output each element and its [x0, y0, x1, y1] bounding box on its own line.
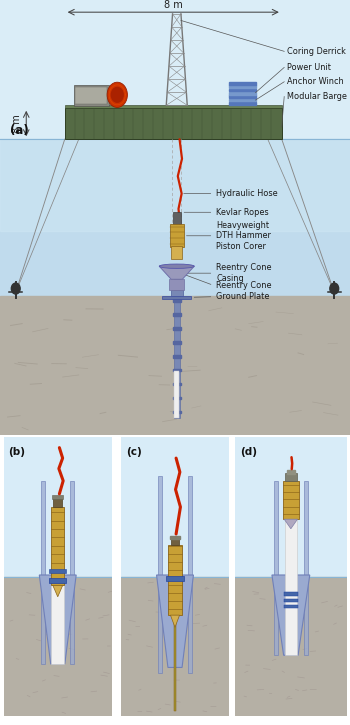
- Bar: [173, 212, 181, 224]
- Bar: [172, 246, 182, 259]
- Circle shape: [111, 88, 123, 102]
- Bar: [229, 92, 256, 95]
- Text: Ground Plate: Ground Plate: [216, 292, 270, 301]
- Text: (a): (a): [10, 124, 29, 137]
- Bar: [74, 85, 108, 106]
- Bar: [174, 278, 180, 418]
- Bar: [173, 299, 181, 302]
- Bar: [174, 615, 176, 711]
- Bar: [229, 99, 256, 102]
- Bar: [235, 437, 346, 577]
- Bar: [65, 105, 282, 108]
- Bar: [159, 476, 162, 673]
- Bar: [171, 290, 183, 296]
- Text: (d): (d): [240, 447, 257, 457]
- Bar: [229, 82, 256, 85]
- Polygon shape: [272, 575, 310, 655]
- Bar: [284, 599, 298, 602]
- Text: Reentry Cone
Casing: Reentry Cone Casing: [216, 263, 272, 283]
- Text: Modular Barge: Modular Barge: [287, 92, 347, 101]
- Polygon shape: [156, 575, 194, 668]
- Bar: [53, 497, 62, 507]
- Bar: [168, 545, 182, 615]
- Bar: [49, 569, 66, 573]
- Text: Kevlar Ropes: Kevlar Ropes: [216, 208, 269, 217]
- Bar: [169, 536, 181, 539]
- Bar: [285, 519, 297, 655]
- Bar: [229, 86, 256, 88]
- Polygon shape: [39, 575, 76, 664]
- Bar: [171, 537, 179, 545]
- Bar: [65, 108, 282, 139]
- Bar: [304, 481, 308, 655]
- Bar: [49, 578, 66, 584]
- Bar: [173, 383, 181, 386]
- Bar: [166, 576, 184, 581]
- Text: 8 m: 8 m: [12, 114, 22, 133]
- Bar: [287, 470, 295, 474]
- Text: Heavyweight
DTH Hammer
Piston Corer: Heavyweight DTH Hammer Piston Corer: [216, 221, 271, 251]
- Bar: [274, 481, 278, 655]
- Bar: [4, 437, 112, 577]
- Bar: [173, 411, 181, 413]
- Text: (b): (b): [8, 447, 26, 457]
- Bar: [285, 473, 297, 481]
- Text: Power Unit: Power Unit: [287, 63, 331, 72]
- Bar: [283, 481, 299, 519]
- Bar: [121, 577, 229, 716]
- Bar: [4, 577, 112, 716]
- Bar: [173, 313, 181, 316]
- Bar: [70, 481, 74, 664]
- Text: Anchor Winch: Anchor Winch: [287, 78, 344, 86]
- Circle shape: [330, 283, 339, 294]
- Bar: [229, 88, 256, 91]
- Bar: [52, 495, 63, 499]
- Bar: [173, 341, 181, 344]
- Bar: [169, 279, 184, 290]
- Bar: [170, 224, 184, 247]
- Bar: [174, 370, 179, 418]
- Polygon shape: [53, 586, 63, 597]
- Text: Hydraulic Hose: Hydraulic Hose: [216, 189, 278, 198]
- Bar: [235, 577, 346, 716]
- Bar: [173, 328, 181, 330]
- Ellipse shape: [159, 264, 194, 268]
- Bar: [173, 397, 181, 399]
- Bar: [229, 95, 256, 98]
- Text: Reentry Cone: Reentry Cone: [216, 281, 272, 290]
- Bar: [0, 139, 350, 231]
- Bar: [0, 296, 350, 435]
- Bar: [0, 139, 350, 296]
- Bar: [173, 369, 181, 371]
- Circle shape: [107, 82, 127, 107]
- Bar: [173, 355, 181, 357]
- Bar: [121, 437, 229, 577]
- Bar: [0, 0, 350, 139]
- Bar: [284, 592, 298, 596]
- Text: 8 m: 8 m: [164, 1, 183, 10]
- Polygon shape: [159, 266, 194, 279]
- Bar: [75, 88, 107, 104]
- Bar: [229, 102, 256, 105]
- Bar: [51, 507, 64, 586]
- Circle shape: [11, 283, 20, 294]
- Text: (c): (c): [126, 447, 141, 457]
- Bar: [41, 481, 45, 664]
- Bar: [51, 575, 64, 664]
- Bar: [284, 605, 298, 608]
- Text: Coring Derrick: Coring Derrick: [287, 47, 346, 56]
- Bar: [162, 296, 191, 299]
- Polygon shape: [284, 519, 298, 529]
- Polygon shape: [170, 615, 180, 627]
- Bar: [188, 476, 191, 673]
